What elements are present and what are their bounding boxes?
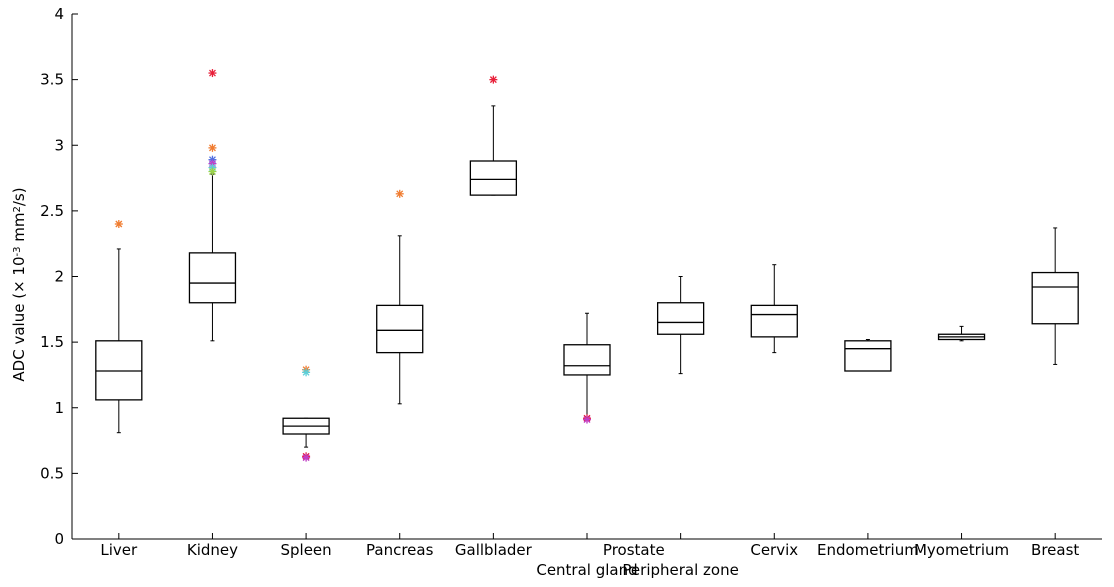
category-labels: Liver Kidney Spleen Pancreas GallbladerCentr…: [100, 541, 1079, 579]
box-endometrium: [844, 339, 892, 372]
outlier-point: [114, 220, 123, 228]
outlier-point: [302, 368, 311, 377]
outlier-point: [208, 143, 217, 152]
y-tick-label: 2: [54, 268, 64, 286]
outlier-point: [208, 69, 217, 78]
category-label: Myometrium: [914, 541, 1009, 559]
outlier-stroke: [115, 220, 123, 228]
box-myometrium: [937, 325, 986, 342]
outlier-stroke: [396, 190, 404, 198]
box-spleen: [282, 365, 330, 462]
category-label: Breast: [1031, 541, 1079, 559]
y-tick-label: 0.5: [40, 464, 64, 482]
box-gallblader: [469, 75, 518, 196]
y-tick-label: 3: [54, 136, 64, 154]
y-tick-label: 1.5: [40, 333, 64, 351]
box-central-gland: [563, 312, 611, 424]
group-label: Prostate: [603, 541, 665, 559]
box-kidney: [188, 69, 237, 342]
outlier-point: [302, 453, 311, 462]
y-ticks: 0 0.5 1 1.5 2 2.5 3 3.5 4: [40, 5, 78, 548]
y-tick-label: 3.5: [40, 71, 64, 89]
category-label: Liver: [100, 541, 138, 559]
y-axis-title-part: mm: [10, 213, 28, 247]
y-axis-title-superscript: -3: [12, 247, 23, 257]
outlier-point: [208, 167, 217, 176]
box-breast: [1031, 227, 1079, 365]
category-label: Kidney: [187, 541, 238, 559]
y-axis-title-superscript: 2: [12, 206, 23, 212]
category-label: Cervix: [750, 541, 798, 559]
iqr-box: [188, 252, 237, 304]
outlier-point: [489, 75, 498, 84]
category-label: Peripheral zone: [622, 561, 738, 579]
iqr-box: [750, 304, 798, 338]
box-pancreas: [376, 189, 424, 405]
y-axis-title-part: ADC value (× 10: [10, 257, 28, 382]
y-axis-title: ADC value (× 10-3 mm2/s): [10, 187, 28, 381]
category-label: Central gland: [536, 561, 637, 579]
category-label: Endometrium: [817, 541, 919, 559]
iqr-box: [656, 302, 705, 335]
y-tick-label: 4: [54, 5, 64, 23]
iqr-box: [844, 340, 892, 372]
box-peripheral-zone: [656, 276, 705, 375]
y-axis-title-part: /s): [10, 187, 28, 206]
iqr-box: [563, 344, 611, 376]
box-cervix: [750, 264, 798, 354]
boxes: [95, 69, 1079, 462]
outlier-stroke: [208, 168, 216, 175]
outlier-stroke: [302, 368, 310, 376]
category-label: Pancreas: [366, 541, 434, 559]
outlier-stroke: [583, 416, 591, 424]
iqr-box: [376, 304, 424, 354]
y-tick-label: 0: [54, 530, 64, 548]
outlier-point: [395, 189, 404, 198]
outlier-stroke: [208, 69, 216, 77]
y-axis-title-group: ADC value (× 10-3 mm2/s): [10, 187, 28, 381]
outlier-point: [583, 415, 591, 424]
outlier-stroke: [302, 454, 310, 462]
outlier-stroke: [208, 144, 216, 152]
outlier-stroke: [489, 76, 497, 84]
category-label: Spleen: [280, 541, 331, 559]
y-tick-label: 2.5: [40, 202, 64, 220]
iqr-box: [469, 160, 518, 196]
box-liver: [95, 220, 143, 434]
category-label: Gallblader: [455, 541, 533, 559]
y-tick-label: 1: [54, 399, 64, 417]
iqr-box: [95, 340, 143, 401]
iqr-box: [1031, 271, 1079, 325]
